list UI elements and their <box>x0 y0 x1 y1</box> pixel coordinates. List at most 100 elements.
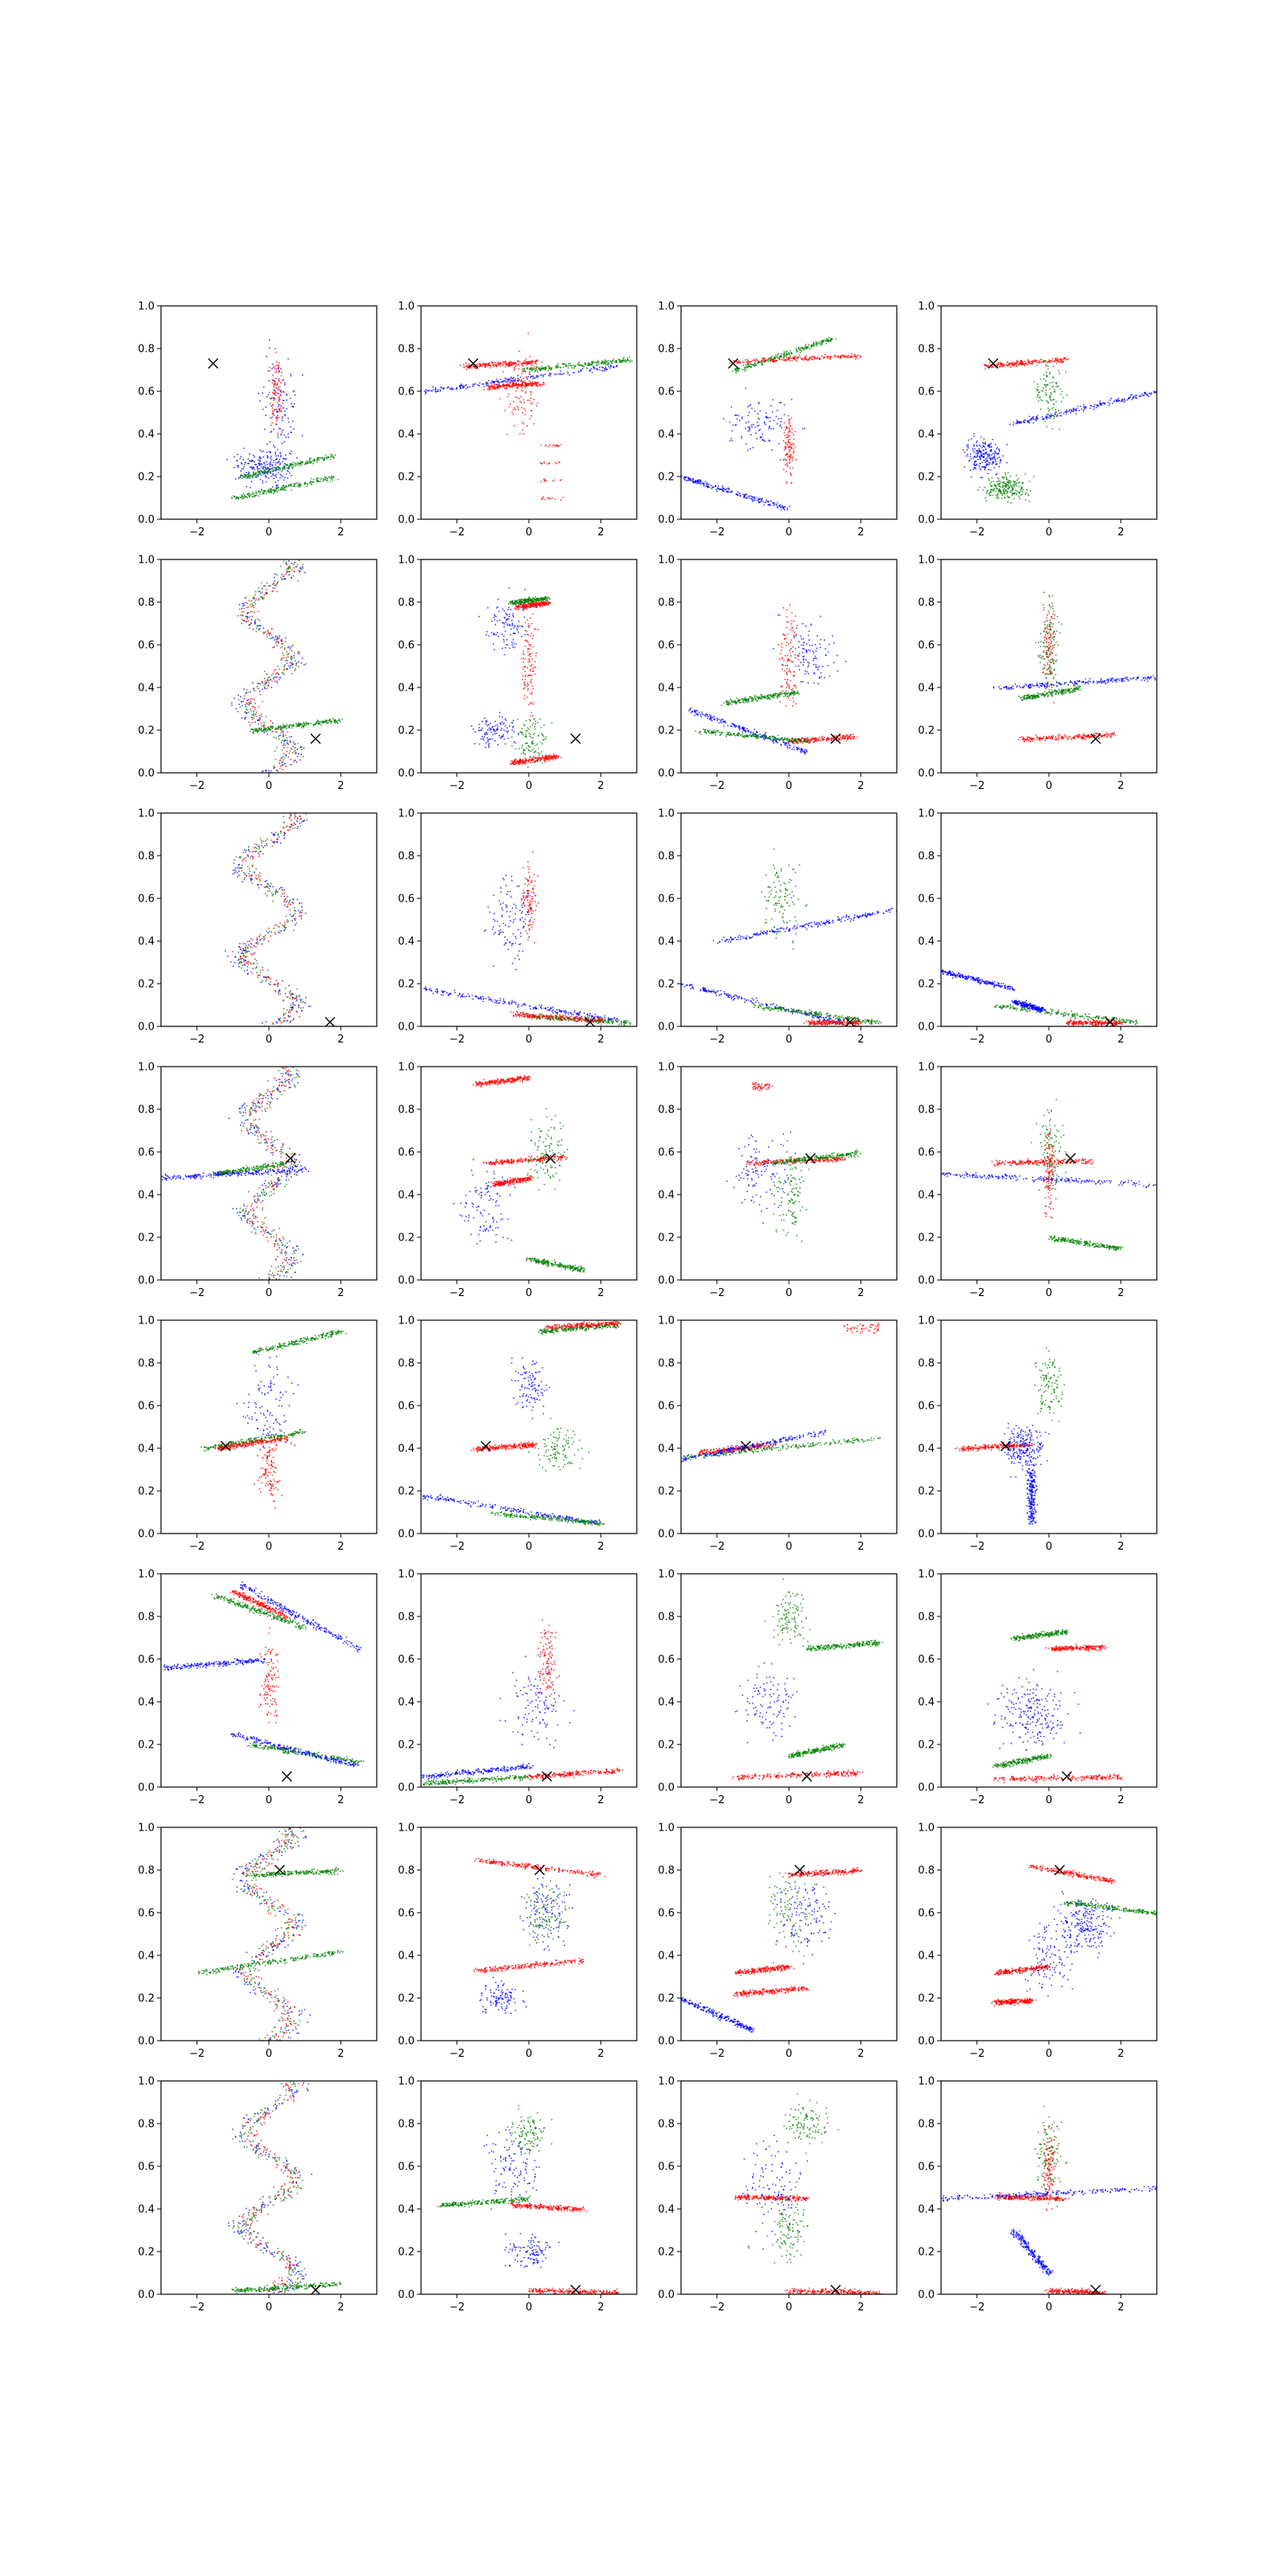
scatter-point <box>296 755 299 758</box>
scatter-point <box>262 480 263 482</box>
scatter-point <box>729 421 731 423</box>
scatter-point <box>448 386 449 389</box>
scatter-point <box>237 477 240 479</box>
scatter-point <box>1116 400 1117 402</box>
scatter-point <box>704 481 707 483</box>
scatter-point <box>535 596 536 598</box>
scatter-point <box>997 361 1000 364</box>
scatter-point <box>779 356 781 357</box>
scatter-point <box>789 360 791 361</box>
scatter-point <box>746 358 749 361</box>
scatter-point <box>290 464 291 465</box>
scatter-point <box>994 365 996 367</box>
scatter-point <box>549 366 551 368</box>
scatter-point <box>266 356 268 357</box>
scatter-point <box>248 624 250 626</box>
scatter-point <box>819 342 822 345</box>
scatter-point <box>246 708 247 710</box>
scatter-point <box>830 337 832 340</box>
scatter-point <box>572 372 574 374</box>
scatter-point <box>281 417 283 419</box>
scatter-point <box>274 382 275 384</box>
scatter-point <box>261 596 263 598</box>
scatter-point <box>530 601 532 602</box>
scatter-point <box>274 365 275 368</box>
scatter-point <box>274 389 275 390</box>
scatter-point <box>328 476 330 477</box>
scatter-point <box>250 708 251 710</box>
scatter-point <box>277 486 279 489</box>
scatter-point <box>525 376 527 378</box>
scatter-point <box>1036 396 1038 398</box>
scatter-point <box>289 463 291 464</box>
scatter-point <box>1049 394 1051 397</box>
scatter-point <box>970 476 972 478</box>
scatter-point <box>286 399 287 401</box>
scatter-point <box>279 767 281 770</box>
scatter-point <box>722 489 724 490</box>
scatter-point <box>281 762 283 763</box>
scatter-point <box>294 485 295 488</box>
scatter-point <box>271 464 274 466</box>
scatter-point <box>976 440 978 442</box>
series-blue-4 <box>421 364 618 395</box>
scatter-point <box>253 715 255 716</box>
scatter-point <box>274 392 275 394</box>
scatter-point <box>541 367 543 369</box>
scatter-point <box>747 430 749 432</box>
scatter-point <box>285 393 287 395</box>
scatter-point <box>753 497 756 499</box>
scatter-point <box>258 727 261 729</box>
scatter-point <box>997 495 998 497</box>
scatter-point <box>511 384 513 386</box>
scatter-point <box>535 600 537 601</box>
scatter-point <box>273 390 275 392</box>
scatter-point <box>250 691 251 693</box>
scatter-point <box>258 590 259 592</box>
scatter-point <box>783 458 785 460</box>
scatter-point <box>763 504 765 506</box>
scatter-point <box>1022 482 1024 484</box>
scatter-point <box>526 361 529 363</box>
scatter-point <box>540 599 542 601</box>
scatter-point <box>821 344 823 345</box>
scatter-point <box>281 489 283 491</box>
scatter-point <box>512 383 514 385</box>
scatter-point <box>276 680 279 682</box>
scatter-point <box>293 402 295 405</box>
scatter-point <box>249 475 250 477</box>
scatter-point <box>278 460 279 463</box>
scatter-point <box>303 725 304 727</box>
scatter-point <box>549 444 551 446</box>
scatter-point <box>272 404 274 407</box>
scatter-point <box>1007 484 1009 485</box>
scatter-point <box>1006 444 1008 445</box>
subplot-r2-c2: −2 0 20.00.20.40.60.81.0 <box>398 555 638 792</box>
scatter-point <box>237 498 240 500</box>
scatter-point <box>282 461 283 463</box>
scatter-point <box>555 366 558 369</box>
scatter-point <box>993 489 995 491</box>
scatter-point <box>290 747 292 749</box>
scatter-point <box>294 464 296 465</box>
scatter-point <box>992 462 994 464</box>
scatter-point <box>1110 398 1113 399</box>
scatter-point <box>745 427 746 429</box>
scatter-point <box>299 650 300 653</box>
scatter-point <box>253 471 254 473</box>
scatter-point <box>242 700 244 703</box>
scatter-point <box>253 733 255 734</box>
scatter-point <box>605 361 608 363</box>
scatter-point <box>835 354 837 357</box>
scatter-point <box>259 694 262 696</box>
scatter-point <box>797 351 799 353</box>
scatter-point <box>552 444 555 446</box>
scatter-point <box>326 479 328 481</box>
scatter-point <box>707 486 708 489</box>
scatter-point <box>248 471 250 473</box>
scatter-point <box>789 449 791 452</box>
scatter-point <box>1042 390 1044 392</box>
scatter-point <box>291 464 293 466</box>
scatter-point <box>498 398 501 400</box>
scatter-point <box>1015 362 1017 365</box>
